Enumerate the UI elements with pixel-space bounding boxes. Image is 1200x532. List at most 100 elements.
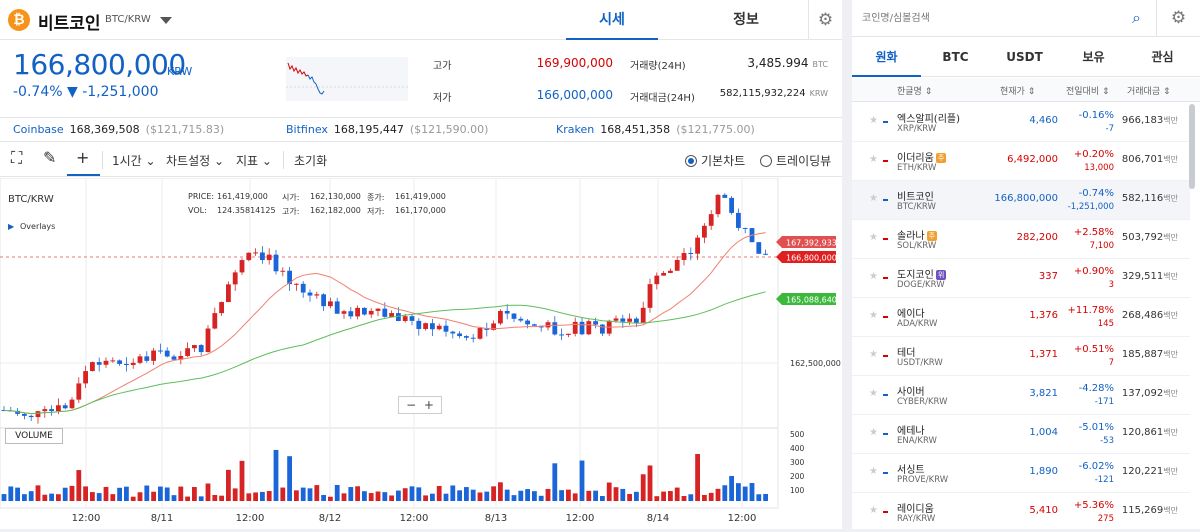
favorite-star-icon[interactable]: ★ — [869, 505, 878, 516]
col-volume[interactable]: 거래대금 ⇕ — [1127, 87, 1171, 97]
coin-row[interactable]: ★ 비트코인 BTC/KRW 166,800,000 -0.74% -1,251,000 5… — [852, 181, 1190, 220]
zoom-out-button[interactable]: − — [406, 398, 417, 412]
chart-toolbar: ⛶ ✎ + 1시간 ⌄ 차트설정 ⌄ 지표 ⌄ 초기화 기본차트 트레이딩뷰 — [0, 143, 842, 177]
price-change: -0.74% ▼ -1,251,000 — [13, 84, 159, 100]
favorite-star-icon[interactable]: ★ — [869, 466, 878, 477]
coin-row[interactable]: ★ 엑스알피(리플) XRP/KRW 4,460 -0.16% -7 966,183백만 — [852, 103, 1190, 142]
candle-body — [130, 362, 136, 365]
candle-body — [375, 308, 381, 311]
coin-row[interactable]: ★ 레이디움 RAY/KRW 5,410 +5.36% 275 115,269백만 — [852, 493, 1190, 532]
coin-dropdown-icon[interactable] — [160, 17, 172, 24]
volume-bar — [620, 488, 626, 501]
price-tag — [776, 236, 836, 248]
coin-name-text: 도지코인 — [897, 270, 934, 281]
coin-row[interactable]: ★ 테더 USDT/KRW 1,371 +0.51% 7 185,887백만 — [852, 337, 1190, 376]
favorite-star-icon[interactable]: ★ — [869, 388, 878, 399]
coin-pair: RAY/KRW — [897, 514, 936, 524]
coin-price: 337 — [1038, 271, 1058, 282]
search-bar: ⌕ ⚙ — [852, 0, 1200, 37]
coin-change-abs: -53 — [1100, 436, 1114, 446]
volume-bar — [294, 490, 299, 501]
volume-bar — [600, 496, 605, 501]
candle-body — [627, 318, 632, 322]
volume-bar — [742, 486, 748, 501]
indicator-dropdown[interactable]: 지표 ⌄ — [236, 154, 272, 168]
coin-row[interactable]: ★ 에이다 ADA/KRW 1,376 +11.78% 145 268,486백만 — [852, 298, 1190, 337]
tab-market[interactable]: 시세 — [566, 0, 658, 40]
fullscreen-icon[interactable]: ⛶ — [11, 148, 23, 167]
coin-row[interactable]: ★ 솔라나 주 SOL/KRW 282,200 +2.58% 7,100 503,792백만 — [852, 220, 1190, 259]
candle-body — [423, 323, 428, 329]
coin-row[interactable]: ★ 사이버 CYBER/KRW 3,821 -4.28% -171 137,092백만 — [852, 376, 1190, 415]
col-change[interactable]: 전일대비 ⇕ — [1066, 87, 1110, 97]
overlays-toggle-icon[interactable]: ▶ — [8, 222, 15, 231]
volume-bar — [647, 465, 653, 501]
coin-row[interactable]: ★ 서싱트 PROVE/KRW 1,890 -6.02% -121 120,221백만 — [852, 454, 1190, 493]
coin-row[interactable]: ★ 에테나 ENA/KRW 1,004 -5.01% -53 120,861백만 — [852, 415, 1190, 454]
candle-body — [674, 260, 680, 271]
favorite-star-icon[interactable]: ★ — [869, 193, 878, 204]
crosshair-icon[interactable]: + — [76, 148, 90, 167]
favorite-star-icon[interactable]: ★ — [869, 232, 878, 243]
favorite-star-icon[interactable]: ★ — [869, 427, 878, 438]
tab-btc[interactable]: BTC — [942, 50, 969, 64]
candle-body — [266, 254, 272, 261]
coin-change-abs: 13,000 — [1084, 163, 1114, 173]
candle-body — [219, 302, 224, 314]
volume-bar — [416, 487, 422, 501]
tab-favorites[interactable]: 관심 — [1151, 50, 1174, 64]
interval-dropdown[interactable]: 1시간 ⌄ — [112, 154, 156, 168]
coin-row[interactable]: ★ 도지코인 위 DOGE/KRW 337 +0.90% 3 329,511백만 — [852, 259, 1190, 298]
x-tick-label: 12:00 — [236, 513, 265, 524]
tab-usdt[interactable]: USDT — [1006, 50, 1043, 64]
candle-body — [613, 318, 619, 321]
tab-holdings[interactable]: 보유 — [1082, 50, 1105, 64]
candle-body — [702, 225, 707, 238]
list-scrollbar[interactable] — [1189, 104, 1195, 189]
candle-body — [620, 318, 626, 322]
tab-krw[interactable]: 원화 — [852, 37, 921, 77]
coin-volume: 120,221백만 — [1122, 466, 1178, 477]
volume-bar — [389, 495, 394, 501]
favorite-star-icon[interactable]: ★ — [869, 115, 878, 126]
exchange-name[interactable]: Coinbase — [13, 123, 64, 136]
exchange-name[interactable]: Kraken — [556, 123, 595, 136]
zoom-in-button[interactable]: + — [423, 398, 434, 412]
list-settings-gear-icon[interactable]: ⚙ — [1156, 0, 1200, 37]
col-price[interactable]: 현재가 ⇕ — [1000, 87, 1036, 97]
exchange-name[interactable]: Bitfinex — [286, 123, 328, 136]
candle-body — [559, 334, 564, 336]
volume-bar — [593, 490, 598, 501]
volume-bar — [178, 486, 184, 501]
exchange-usd: ($121,775.00) — [676, 123, 755, 136]
chart-settings-dropdown[interactable]: 차트설정 ⌄ — [166, 154, 225, 168]
favorite-star-icon[interactable]: ★ — [869, 271, 878, 282]
volume-bar — [430, 493, 435, 501]
favorite-star-icon[interactable]: ★ — [869, 349, 878, 360]
search-icon[interactable]: ⌕ — [1132, 8, 1141, 27]
draw-pen-icon[interactable]: ✎ — [43, 148, 57, 167]
favorite-star-icon[interactable]: ★ — [869, 310, 878, 321]
volume-24h-unit: BTC — [812, 60, 829, 69]
search-input[interactable] — [862, 9, 1122, 27]
basic-chart-radio[interactable]: 기본차트 — [685, 152, 745, 169]
volume-bar — [749, 483, 755, 501]
reset-button[interactable]: 초기화 — [294, 154, 328, 168]
volume-bar — [525, 489, 530, 501]
volume-button[interactable]: VOLUME — [5, 428, 63, 444]
tab-info[interactable]: 정보 — [733, 12, 759, 28]
settings-gear-icon[interactable]: ⚙ — [808, 0, 842, 40]
coin-volume: 120,861백만 — [1122, 427, 1178, 438]
radio-empty-icon — [760, 155, 772, 167]
candle-body — [90, 362, 95, 372]
col-name[interactable]: 한글명 ⇕ — [897, 87, 933, 97]
coin-list-panel: ⌕ ⚙ 원화 BTC USDT 보유 관심 한글명 ⇕ 현재가 ⇕ 전일대비 ⇕… — [852, 0, 1200, 532]
overlays-label[interactable]: Overlays — [20, 222, 56, 231]
tradingview-radio[interactable]: 트레이딩뷰 — [760, 152, 831, 169]
favorite-star-icon[interactable]: ★ — [869, 154, 878, 165]
coin-row[interactable]: ★ 이더리움 주 ETH/KRW 6,492,000 +0.20% 13,000 806,70… — [852, 142, 1190, 181]
coin-volume-value: 120,221 — [1121, 466, 1164, 477]
candle-body — [477, 328, 483, 339]
price-chart[interactable]: 12:00 8/11 12:00 8/12 12:00 8/13 12:00 8/14 12:0… — [0, 178, 842, 529]
candle-body — [491, 323, 496, 330]
